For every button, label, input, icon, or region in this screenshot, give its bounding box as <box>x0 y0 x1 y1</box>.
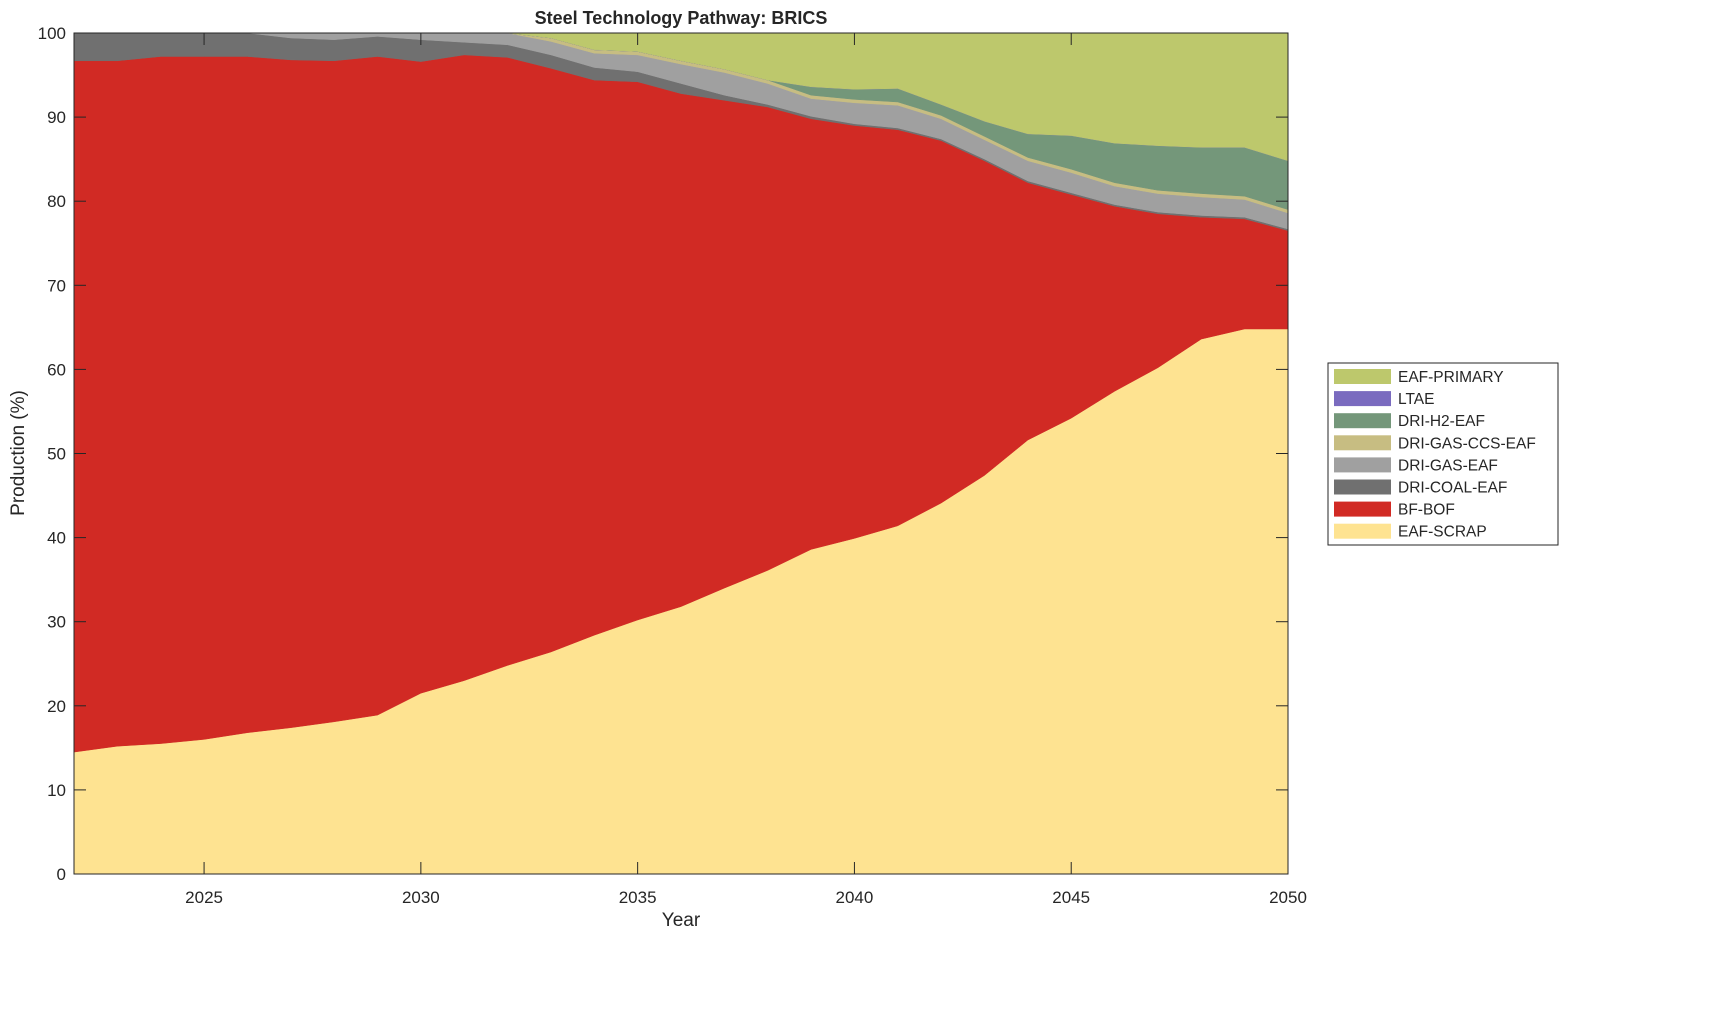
legend-swatch <box>1334 479 1391 495</box>
legend-swatch <box>1334 523 1391 539</box>
x-tick-label: 2050 <box>1269 888 1307 907</box>
y-tick-label: 80 <box>47 192 66 211</box>
x-axis: 2025 2030 2035 2040 2045 2050 <box>185 33 1307 907</box>
legend-swatch <box>1334 435 1391 451</box>
legend-label: BF-BOF <box>1398 502 1455 519</box>
y-tick-label: 90 <box>47 108 66 127</box>
y-tick-label: 30 <box>47 613 66 632</box>
y-tick-label: 60 <box>47 360 66 379</box>
x-tick-label: 2025 <box>185 888 223 907</box>
legend-swatch <box>1334 501 1391 517</box>
legend-label: DRI-GAS-EAF <box>1398 457 1498 474</box>
x-axis-label: Year <box>662 910 701 931</box>
legend-label: DRI-GAS-CCS-EAF <box>1398 435 1536 452</box>
y-tick-label: 10 <box>47 781 66 800</box>
legend-label: DRI-H2-EAF <box>1398 413 1485 430</box>
legend-swatch <box>1334 369 1391 384</box>
y-tick-label: 70 <box>47 276 66 295</box>
y-tick-label: 50 <box>47 445 66 464</box>
y-tick-label: 100 <box>38 24 66 43</box>
legend-label: EAF-SCRAP <box>1398 524 1487 541</box>
legend-swatch <box>1334 457 1391 473</box>
legend: EAF-PRIMARY LTAE DRI-H2-EAF DRI-GAS-CCS-EAF… <box>1327 362 1559 546</box>
legend-label: LTAE <box>1398 391 1434 408</box>
y-tick-label: 20 <box>47 697 66 716</box>
area-layers <box>73 32 1289 875</box>
legend-swatch <box>1334 413 1391 429</box>
chart-title: Steel Technology Pathway: BRICS <box>535 8 828 28</box>
x-tick-label: 2040 <box>836 888 874 907</box>
y-axis-label: Production (%) <box>8 390 29 516</box>
x-tick-label: 2030 <box>402 888 440 907</box>
legend-label: DRI-COAL-EAF <box>1398 480 1507 497</box>
legend-swatch <box>1334 391 1391 407</box>
x-tick-label: 2045 <box>1052 888 1090 907</box>
legend-label: EAF-PRIMARY <box>1398 369 1504 386</box>
y-tick-label: 40 <box>47 529 66 548</box>
y-tick-label: 0 <box>57 865 66 884</box>
x-tick-label: 2035 <box>619 888 657 907</box>
y-axis: 0 10 20 30 40 50 60 70 80 90 100 <box>38 24 1288 884</box>
